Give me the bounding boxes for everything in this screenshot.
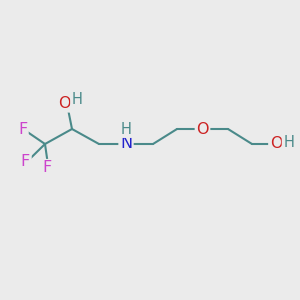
Text: N: N <box>120 136 132 152</box>
Text: F: F <box>21 154 30 169</box>
Text: O: O <box>196 122 209 136</box>
Text: F: F <box>42 160 51 175</box>
Text: O: O <box>58 96 71 111</box>
Text: H: H <box>121 122 131 136</box>
Text: O: O <box>270 136 282 152</box>
Text: H: H <box>283 135 294 150</box>
Text: H: H <box>72 92 83 107</box>
Text: F: F <box>18 122 27 136</box>
